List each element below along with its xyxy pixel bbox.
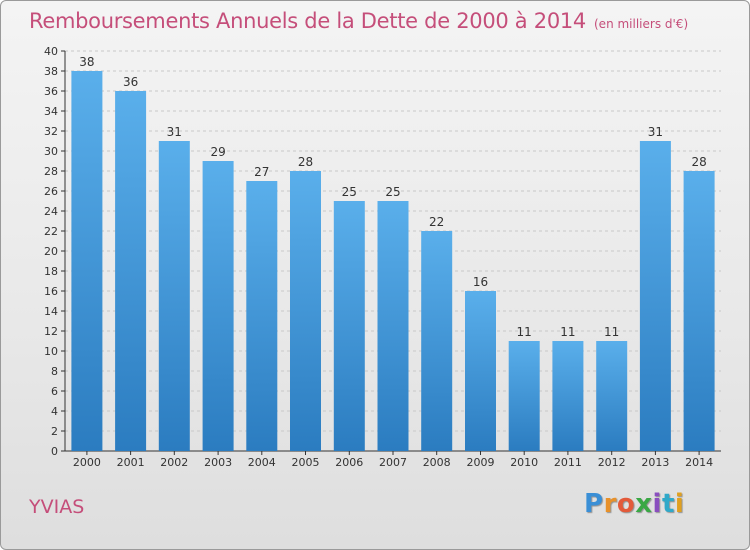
bar-2006: [333, 201, 365, 451]
x-tick-label: 2000: [73, 456, 101, 469]
y-tick-label: 36: [44, 85, 58, 98]
bar-2003: [202, 161, 234, 451]
y-tick-label: 20: [44, 245, 58, 258]
x-tick-label: 2012: [598, 456, 626, 469]
y-tick-label: 22: [44, 225, 58, 238]
x-tick-label: 2001: [117, 456, 145, 469]
bar-value-label: 38: [79, 55, 94, 69]
x-tick-label: 2011: [554, 456, 582, 469]
bar-layer: [71, 71, 715, 451]
bar-value-label: 11: [604, 325, 619, 339]
bar-value-label: 11: [560, 325, 575, 339]
chart-unit: (en milliers d'€): [594, 17, 689, 31]
x-tick-label: 2006: [335, 456, 363, 469]
logo-letter: i: [674, 489, 685, 519]
bar-2004: [246, 181, 278, 451]
bar-2005: [290, 171, 321, 451]
bar-value-label: 29: [210, 145, 225, 159]
x-tick-label: 2008: [423, 456, 451, 469]
y-tick-label: 6: [51, 385, 58, 398]
bar-2013: [639, 141, 671, 451]
y-tick-label: 16: [44, 285, 58, 298]
y-tick-label: 34: [44, 105, 58, 118]
logo-letter: i: [652, 489, 662, 519]
y-tick-label: 2: [51, 425, 58, 438]
logo-letter: t: [661, 489, 675, 519]
x-tick-label: 2013: [641, 456, 669, 469]
bar-2007: [377, 201, 409, 451]
y-tick-label: 26: [44, 185, 58, 198]
y-tick-label: 40: [44, 45, 58, 58]
y-tick-label: 0: [51, 445, 58, 458]
label-layer: 38 36 31 29 27 28 25 25 22 16 11 11 11 31 28: [79, 55, 706, 339]
bar-value-label: 31: [648, 125, 663, 139]
y-tick-label: 12: [44, 325, 58, 338]
x-tick-label: 2009: [467, 456, 495, 469]
bar-2012: [596, 341, 628, 451]
bar-2009: [465, 291, 496, 451]
bar-value-label: 11: [517, 325, 532, 339]
bar-2010: [508, 341, 540, 451]
city-name: YVIAS: [29, 496, 85, 518]
y-tick-label: 8: [51, 365, 58, 378]
bar-value-label: 31: [167, 125, 182, 139]
y-tick-label: 24: [44, 205, 58, 218]
logo-letter: x: [635, 489, 653, 519]
bar-value-label: 28: [298, 155, 313, 169]
x-tick-label: 2014: [685, 456, 713, 469]
y-tick-label: 14: [44, 305, 58, 318]
y-tick-label: 18: [44, 265, 58, 278]
bar-value-label: 27: [254, 165, 269, 179]
bar-value-label: 36: [123, 75, 138, 89]
y-tick-label: 28: [44, 165, 58, 178]
y-tick-label: 30: [44, 145, 58, 158]
y-tick-label: 4: [51, 405, 58, 418]
logo-letter: o: [616, 489, 636, 519]
bar-2000: [71, 71, 103, 451]
bar-2014: [683, 171, 715, 451]
x-tick-label: 2007: [379, 456, 407, 469]
x-tick-label: 2004: [248, 456, 276, 469]
axis-layer: 0246810121416182022242628303234363840200…: [44, 45, 721, 469]
x-tick-label: 2005: [292, 456, 320, 469]
chart-title: Remboursements Annuels de la Dette de 20…: [29, 9, 586, 33]
y-tick-label: 32: [44, 125, 58, 138]
y-tick-label: 10: [44, 345, 58, 358]
title-line: Remboursements Annuels de la Dette de 20…: [29, 9, 688, 33]
x-tick-label: 2003: [204, 456, 232, 469]
bar-2008: [421, 231, 453, 451]
bar-2001: [115, 91, 147, 451]
x-tick-label: 2010: [510, 456, 538, 469]
bar-value-label: 25: [385, 185, 400, 199]
bar-2002: [158, 141, 190, 451]
bar-value-label: 25: [342, 185, 357, 199]
logo-letter: P: [584, 489, 604, 519]
bar-value-label: 28: [691, 155, 706, 169]
proxiti-logo: Proxiti: [584, 489, 684, 519]
bar-2011: [552, 341, 584, 451]
logo-letter: r: [603, 489, 617, 519]
x-tick-label: 2002: [160, 456, 188, 469]
bar-value-label: 16: [473, 275, 488, 289]
bar-value-label: 22: [429, 215, 444, 229]
y-tick-label: 38: [44, 65, 58, 78]
